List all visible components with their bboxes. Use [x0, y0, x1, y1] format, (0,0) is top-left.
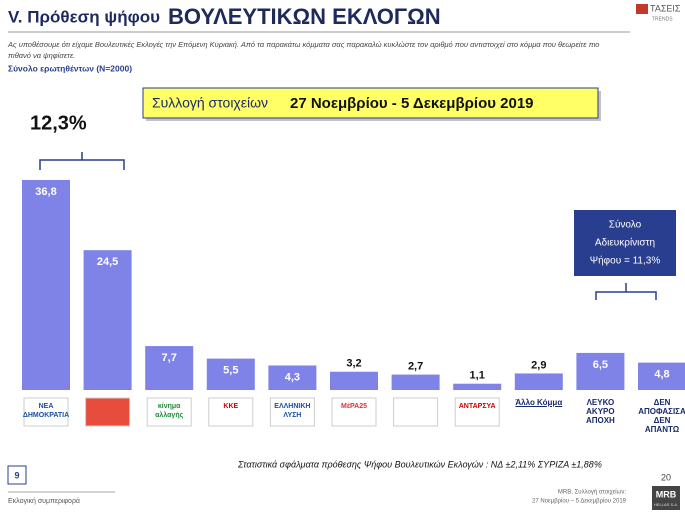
title: V. Πρόθεση ψήφου	[8, 7, 160, 26]
undecided-text: Ψήφου = 11,3%	[590, 255, 661, 267]
bar	[330, 371, 378, 390]
logo	[269, 397, 315, 427]
logo-text: ΜέΡΑ25	[341, 403, 367, 410]
value-label: 36,8	[35, 186, 56, 198]
logo	[85, 397, 131, 427]
value-label: 1,1	[470, 370, 485, 382]
slide-number: 9	[14, 470, 19, 480]
slide-number-box	[7, 465, 27, 485]
brand-top-sub: TRENDS	[652, 16, 673, 22]
bar	[145, 346, 194, 390]
value-label: 4,8	[654, 369, 669, 381]
bar	[576, 352, 625, 390]
value-label: 3,2	[346, 358, 361, 370]
period: 27 Νοεμβρίου - 5 Δεκεμβρίου 2019	[290, 95, 534, 112]
value-label: 6,5	[593, 359, 608, 371]
bar	[268, 365, 317, 390]
brand-bottom: MRB	[656, 489, 677, 499]
category-label: ΔΕΝ ΑΠΟΦΑΣΙΣΑ ΔΕΝ ΑΠΑΝΤΩ	[638, 398, 685, 434]
category-label: ΛΕΥΚΟ ΑΚΥΡΟ ΑΠΟΧΗ	[585, 398, 615, 425]
brand-bottom-sub: HELLAS S.A.	[654, 502, 678, 507]
logo-text: ΕΛΛΗΝΙΚΗ ΛΥΣΗ	[274, 403, 311, 419]
category-label: Άλλο Κόμμα	[515, 398, 563, 407]
undecided-text: Σύνολο	[609, 219, 642, 231]
title-emphasis: ΒΟΥΛΕΥΤΙΚΩΝ ΕΚΛΟΓΩΝ	[168, 4, 441, 29]
value-label: 2,7	[408, 360, 423, 372]
category-slot	[84, 402, 132, 438]
brand-bottom-box	[652, 486, 680, 510]
logo	[393, 397, 439, 427]
logo	[208, 397, 254, 427]
period-box	[142, 87, 599, 119]
bar	[22, 180, 70, 390]
category-slot: ΕΛΛΗΝΙΚΗ ΛΥΣΗ	[274, 403, 311, 419]
value-label: 5,5	[223, 365, 238, 377]
category-slot: ΛΕΥΚΟ ΑΚΥΡΟ ΑΠΟΧΗ	[585, 398, 615, 425]
bar	[391, 374, 440, 390]
category-slot	[392, 402, 440, 438]
source: MRB, Συλλογή στοιχείων:	[558, 489, 626, 496]
subtitle: Ας υποθέσουμε ότι είχαμε Βουλευτικές Εκλ…	[7, 40, 599, 49]
category-slot: ΑΝΤΑΡΣΥΑ	[458, 403, 496, 410]
gap-annotation: 12,3%	[30, 112, 87, 134]
logo-text: ΚΚΕ	[223, 403, 239, 410]
bar	[638, 362, 685, 390]
category-slot: ΔΕΝ ΑΠΟΦΑΣΙΣΑ ΔΕΝ ΑΠΑΝΤΩ	[638, 398, 685, 434]
footnote: Στατιστικά σφάλματα πρόθεσης Ψήφου Βουλε…	[237, 459, 602, 469]
category-slot: ΝΕΑ ΔΗΜΟΚΡΑΤΙΑ	[22, 403, 70, 419]
value-label: 7,7	[162, 352, 177, 364]
logo	[23, 397, 69, 427]
category-slot: κίνημα αλλαγής	[155, 403, 184, 419]
page-number: 20	[661, 472, 671, 482]
logo	[331, 397, 377, 427]
brand-icon	[636, 4, 648, 14]
value-label: 2,9	[531, 359, 546, 371]
bar	[453, 383, 502, 390]
bar	[206, 358, 255, 390]
subtitle: πιθανό να ψηφίσετε.	[8, 51, 75, 60]
bracket	[595, 283, 657, 300]
logo	[146, 397, 192, 427]
category-slot: ΚΚΕ	[223, 403, 239, 410]
bar	[83, 250, 132, 390]
source: 27 Νοεμβρίου – 5 Δεκεμβρίου 2019	[532, 499, 627, 505]
period-label: Συλλογή στοιχείων	[152, 95, 268, 111]
undecided-box	[574, 210, 676, 276]
section: Εκλογική συμπεριφορά	[8, 497, 80, 505]
bracket	[39, 152, 125, 170]
value-label: 24,5	[97, 256, 118, 268]
logo	[454, 397, 500, 427]
logo-text: ΝΕΑ ΔΗΜΟΚΡΑΤΙΑ	[22, 403, 70, 419]
logo-text: κίνημα αλλαγής	[155, 403, 184, 419]
logo-text: ΑΝΤΑΡΣΥΑ	[458, 403, 496, 410]
sample: Σύνολο ερωτηθέντων (N=2000)	[8, 63, 132, 73]
undecided-text: Αδιευκρίνιστη	[595, 237, 655, 249]
bar	[514, 373, 563, 390]
category-slot: ΜέΡΑ25	[341, 403, 367, 410]
category-slot: Άλλο Κόμμα	[515, 398, 563, 407]
value-label: 4,3	[285, 371, 300, 383]
brand-top: ΤΑΣΕΙΣ	[650, 3, 681, 13]
